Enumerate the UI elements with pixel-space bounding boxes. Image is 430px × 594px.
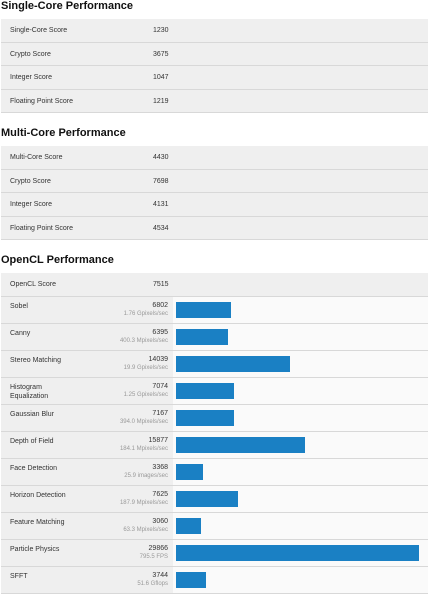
label-cell xyxy=(1,539,173,566)
test-score: 6802 xyxy=(152,301,168,309)
score-bar xyxy=(176,571,207,588)
test-rate: 184.1 Mpixels/sec xyxy=(119,445,168,452)
test-score: 29866 xyxy=(148,544,168,552)
row-value: 3675 xyxy=(153,50,169,58)
label-cell xyxy=(1,296,173,323)
section-title: Single-Core Performance xyxy=(1,0,134,12)
row-value: 1230 xyxy=(153,27,169,34)
test-name: SFFT xyxy=(10,572,28,580)
test-rate: 63.3 Mpixels/sec xyxy=(123,526,168,533)
test-rate: 51.6 Gflops xyxy=(137,580,168,587)
row-value: 1219 xyxy=(153,97,169,105)
test-row: Depth of Field 15877 184.1 Mpixels/sec xyxy=(1,431,428,459)
label-cell xyxy=(1,485,173,512)
test-row: Sobel 6802 1.76 Gpixels/sec xyxy=(1,296,428,324)
row-value: 7698 xyxy=(153,177,169,185)
label-cell xyxy=(1,431,173,458)
test-name: Feature Matching xyxy=(10,518,65,526)
test-name: Sobel xyxy=(10,302,28,310)
test-row: Gaussian Blur 7167 394.0 Mpixels/sec xyxy=(1,404,428,432)
test-score: 7074 xyxy=(152,382,168,390)
test-score: 3368 xyxy=(152,463,168,471)
test-name: Horizon Detection xyxy=(10,491,66,499)
score-row: Multi-Core Score 4430 xyxy=(1,146,428,170)
row-label: Floating Point Score xyxy=(10,97,74,105)
score-row: Floating Point Score 1219 xyxy=(1,89,428,113)
score-bar xyxy=(176,328,229,345)
test-name: Stereo Matching xyxy=(10,356,61,364)
label-cell xyxy=(1,458,173,485)
score-row: OpenCL Score 7515 xyxy=(1,273,428,297)
row-label: Integer Score xyxy=(10,74,53,81)
test-rate: 394.0 Mpixels/sec xyxy=(119,418,168,425)
row-label: OpenCL Score xyxy=(10,281,57,288)
score-bar xyxy=(176,544,419,561)
row-label: Crypto Score xyxy=(10,177,51,185)
test-name: Face Detection xyxy=(10,464,58,472)
row-value: 4534 xyxy=(153,224,169,232)
test-name: Gaussian Blur xyxy=(10,410,54,418)
section-title: OpenCL Performance xyxy=(1,254,114,266)
label-cell xyxy=(1,404,173,431)
test-name: Histogram Equalization xyxy=(10,383,49,400)
test-score: 14039 xyxy=(148,355,168,363)
row-label: Integer Score xyxy=(10,201,53,208)
test-rate: 1.25 Gpixels/sec xyxy=(123,391,168,398)
test-rate: 400.3 Mpixels/sec xyxy=(119,337,168,344)
test-rate: 1.76 Gpixels/sec xyxy=(123,310,168,317)
test-row: Horizon Detection 7625 187.9 Mpixels/sec xyxy=(1,485,428,513)
test-name: Particle Physics xyxy=(10,545,60,553)
score-bar xyxy=(176,355,291,372)
score-row: Integer Score 4131 xyxy=(1,193,428,217)
test-name: Canny xyxy=(10,329,31,337)
score-bar xyxy=(176,382,234,399)
row-value: 1047 xyxy=(153,74,169,81)
test-row: Histogram Equalization 7074 1.25 Gpixels/s… xyxy=(1,377,428,405)
test-row: Canny 6395 400.3 Mpixels/sec xyxy=(1,323,428,351)
score-bar xyxy=(176,301,232,318)
row-label: Crypto Score xyxy=(10,50,51,58)
score-bar xyxy=(176,463,204,480)
test-rate: 795.5 FPS xyxy=(139,553,168,560)
score-row: Crypto Score 3675 xyxy=(1,42,428,66)
score-row: Crypto Score 7698 xyxy=(1,169,428,193)
label-cell xyxy=(1,512,173,539)
row-label: Multi-Core Score xyxy=(10,154,63,161)
test-row: Particle Physics 29866 795.5 FPS xyxy=(1,539,428,567)
test-score: 7167 xyxy=(152,409,168,417)
label-cell xyxy=(1,323,173,350)
score-bar xyxy=(176,490,239,507)
test-score: 7625 xyxy=(152,490,168,498)
score-row: Floating Point Score 4534 xyxy=(1,216,428,240)
test-rate: 187.9 Mpixels/sec xyxy=(119,499,168,506)
test-score: 6395 xyxy=(152,328,168,336)
score-bar xyxy=(176,436,306,453)
test-rate: 25.9 images/sec xyxy=(124,472,168,479)
section-title: Multi-Core Performance xyxy=(1,127,126,139)
label-cell xyxy=(1,566,173,593)
test-row: Stereo Matching 14039 19.9 Gpixels/sec xyxy=(1,350,428,378)
row-label: Single-Core Score xyxy=(10,27,68,34)
row-value: 4430 xyxy=(153,154,169,161)
score-bar xyxy=(176,517,201,534)
score-row: Integer Score 1047 xyxy=(1,66,428,90)
test-row: SFFT 3744 51.6 Gflops xyxy=(1,566,428,594)
test-rate: 19.9 Gpixels/sec xyxy=(123,364,168,371)
score-row: Single-Core Score 1230 xyxy=(1,19,428,43)
label-cell xyxy=(1,350,173,377)
row-value: 7515 xyxy=(153,281,169,288)
test-score: 3744 xyxy=(152,571,168,579)
test-row: Feature Matching 3060 63.3 Mpixels/sec xyxy=(1,512,428,540)
label-cell xyxy=(1,377,173,404)
test-row: Face Detection 3368 25.9 images/sec xyxy=(1,458,428,486)
test-name: Depth of Field xyxy=(10,437,54,445)
test-score: 3060 xyxy=(152,517,168,525)
test-score: 15877 xyxy=(148,436,168,444)
row-value: 4131 xyxy=(153,201,169,208)
row-label: Floating Point Score xyxy=(10,224,74,232)
score-bar xyxy=(176,409,235,426)
